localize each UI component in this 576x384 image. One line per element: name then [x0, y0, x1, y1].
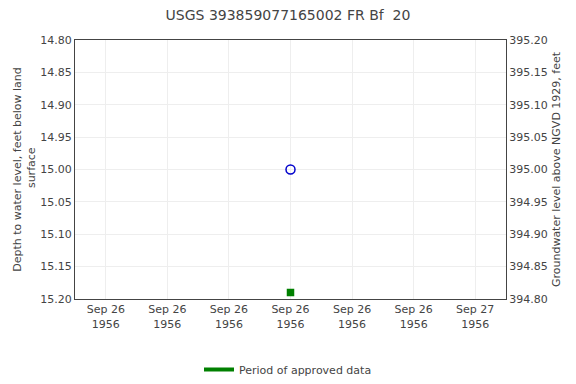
svg-text:Groundwater level above NGVD 1: Groundwater level above NGVD 1929, feet	[550, 51, 563, 287]
svg-text:15.15: 15.15	[40, 260, 72, 273]
svg-text:Period of approved data: Period of approved data	[239, 364, 371, 377]
svg-text:Sep 261956: Sep 261956	[148, 303, 186, 330]
svg-text:395.10: 395.10	[509, 99, 548, 112]
svg-text:USGS 393859077165002 FR Bf 20: USGS 393859077165002 FR Bf 20	[166, 7, 411, 23]
svg-text:395.20: 395.20	[509, 34, 548, 47]
svg-text:14.85: 14.85	[40, 66, 72, 79]
svg-text:395.15: 395.15	[509, 66, 548, 79]
svg-text:394.95: 394.95	[509, 196, 548, 209]
svg-text:Sep 261956: Sep 261956	[210, 303, 248, 330]
svg-text:Depth to water level, feet bel: Depth to water level, feet below land su…	[11, 67, 38, 272]
svg-text:15.10: 15.10	[40, 228, 72, 241]
svg-text:Sep 261956: Sep 261956	[271, 303, 309, 330]
svg-text:14.80: 14.80	[40, 34, 72, 47]
svg-text:Sep 261956: Sep 261956	[333, 303, 371, 330]
svg-text:394.90: 394.90	[509, 228, 548, 241]
svg-text:394.85: 394.85	[509, 260, 548, 273]
svg-text:15.00: 15.00	[40, 163, 72, 176]
svg-text:15.20: 15.20	[40, 293, 72, 306]
svg-text:Sep 261956: Sep 261956	[395, 303, 433, 330]
svg-text:395.05: 395.05	[509, 131, 548, 144]
svg-text:Sep 271956: Sep 271956	[456, 303, 494, 330]
svg-text:14.90: 14.90	[40, 99, 72, 112]
svg-text:Sep 261956: Sep 261956	[87, 303, 125, 330]
svg-text:14.95: 14.95	[40, 131, 72, 144]
svg-text:394.80: 394.80	[509, 293, 548, 306]
svg-text:395.00: 395.00	[509, 163, 548, 176]
svg-text:15.05: 15.05	[40, 196, 72, 209]
